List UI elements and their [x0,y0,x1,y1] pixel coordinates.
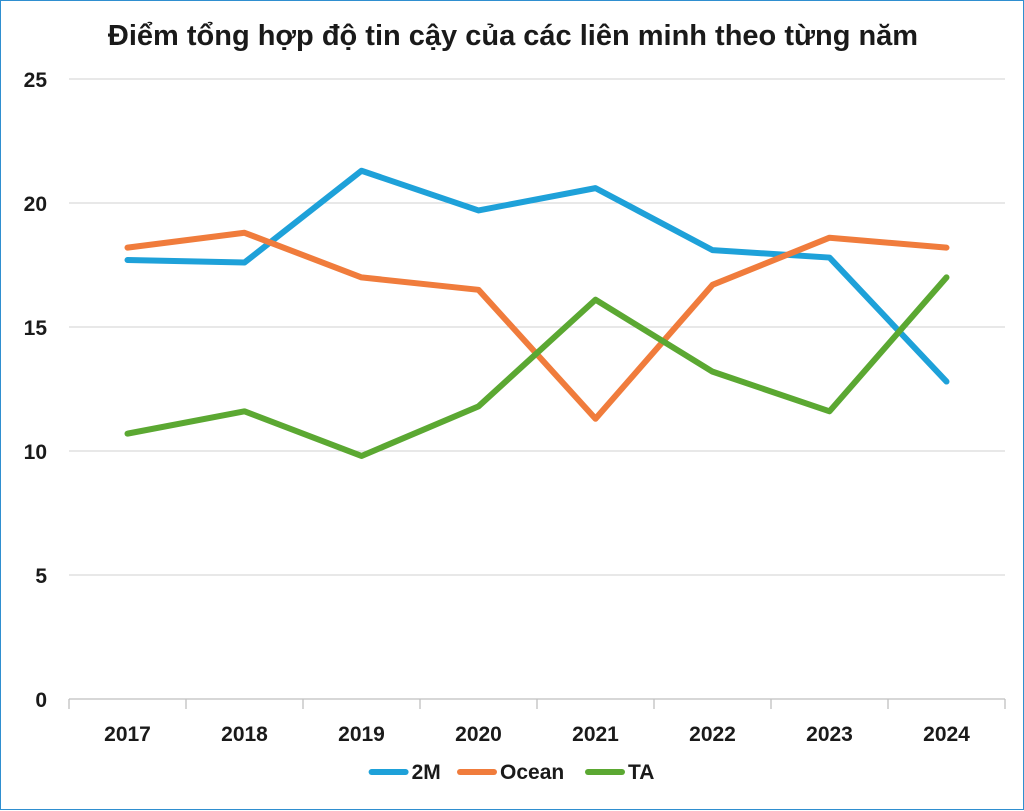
x-axis [68,698,1006,709]
series-lines [124,167,950,459]
y-tick-label: 0 [35,689,47,712]
y-tick-label: 25 [24,69,48,92]
y-tick-label: 10 [24,441,47,464]
chart-title: Điểm tổng hợp độ tin cậy của các liên mi… [108,20,918,52]
series-line-ta [124,274,950,459]
x-tick-label: 2024 [923,723,970,746]
legend-label: Ocean [500,761,564,784]
y-tick-label: 15 [24,317,48,340]
y-tick-label: 5 [35,565,47,588]
y-axis-tick-labels: 0 5 10 15 20 25 [24,69,48,712]
x-tick-label: 2022 [689,723,736,746]
y-tick-label: 20 [24,193,47,216]
legend-label: TA [628,761,654,784]
legend-label: 2M [412,761,441,784]
x-axis-tick-labels: 2017 2018 2019 2020 2021 2022 2023 2024 [104,723,970,746]
x-tick-label: 2023 [806,723,853,746]
x-tick-label: 2017 [104,723,151,746]
series-line-2m [124,167,950,385]
x-tick-label: 2019 [338,723,385,746]
x-tick-label: 2020 [455,723,502,746]
legend-item-2m: 2M [368,761,441,784]
legend-item-ta: TA [585,761,654,784]
legend-item-ocean: Ocean [457,761,564,784]
gridlines [69,78,1005,576]
x-tick-label: 2021 [572,723,619,746]
x-tick-label: 2018 [221,723,268,746]
legend: 2M Ocean TA [368,761,654,784]
